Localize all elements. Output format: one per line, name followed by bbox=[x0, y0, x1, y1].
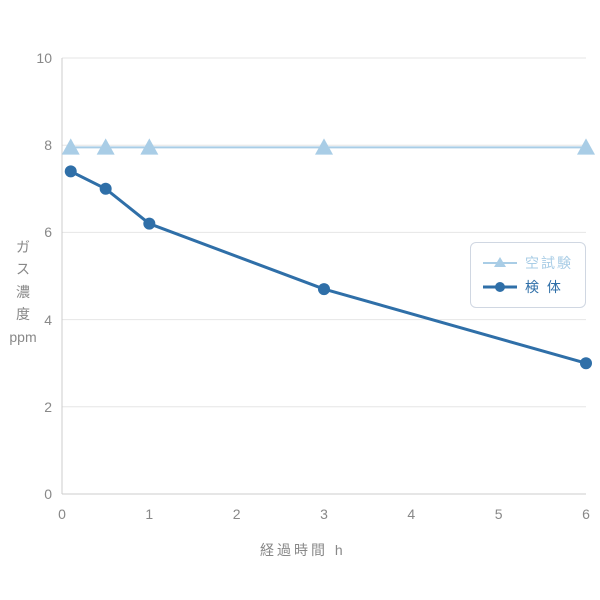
y-tick: 6 bbox=[44, 224, 52, 240]
x-tick: 0 bbox=[58, 506, 66, 522]
legend-swatch-sample bbox=[483, 279, 517, 295]
x-tick: 3 bbox=[320, 506, 328, 522]
x-axis-label: 経過時間 h bbox=[260, 540, 346, 560]
legend-row-blank: 空試験 bbox=[483, 251, 573, 275]
x-tick: 1 bbox=[145, 506, 153, 522]
y-tick: 10 bbox=[36, 50, 52, 66]
legend-label-blank: 空試験 bbox=[525, 253, 573, 273]
legend-label-sample: 検 体 bbox=[525, 277, 563, 297]
y-tick: 8 bbox=[44, 137, 52, 153]
y-tick: 0 bbox=[44, 486, 52, 502]
chart-container: ガ ス 濃 度 ppm 空試験 検 体 経過時間 h 0246810012345… bbox=[0, 0, 600, 600]
y-tick: 4 bbox=[44, 312, 52, 328]
legend: 空試験 検 体 bbox=[470, 242, 586, 308]
x-tick: 2 bbox=[233, 506, 241, 522]
y-tick: 2 bbox=[44, 399, 52, 415]
x-tick: 4 bbox=[407, 506, 415, 522]
x-tick: 5 bbox=[495, 506, 503, 522]
legend-swatch-blank bbox=[483, 255, 517, 271]
legend-row-sample: 検 体 bbox=[483, 275, 573, 299]
x-tick: 6 bbox=[582, 506, 590, 522]
